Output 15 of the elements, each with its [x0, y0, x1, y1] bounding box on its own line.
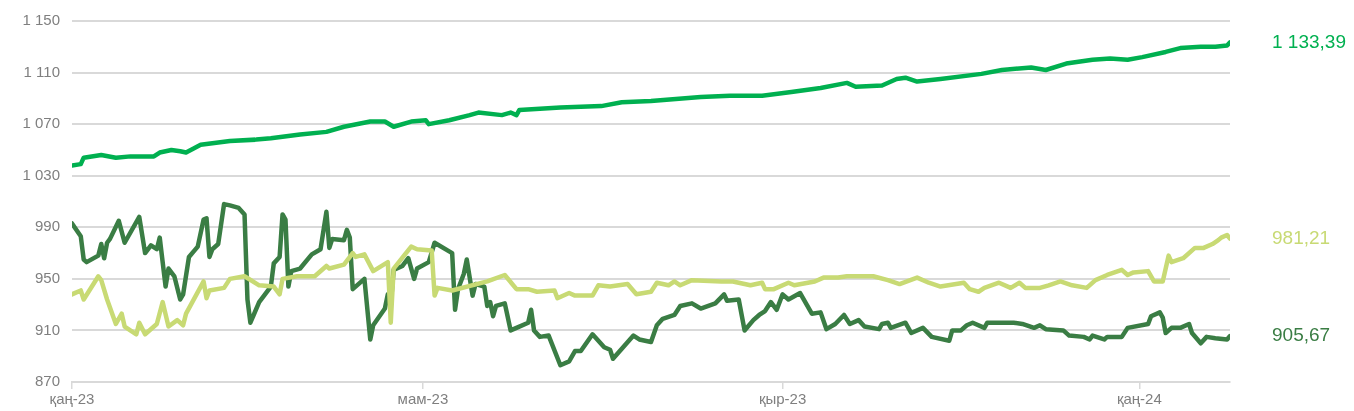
y-tick-label: 990 — [34, 217, 60, 235]
y-tick-label: 870 — [34, 372, 60, 390]
x-tick-label: қыр-23 — [758, 390, 807, 408]
y-tick-label: 1 110 — [23, 62, 60, 80]
y-tick-label: 1 070 — [22, 114, 60, 132]
annotation: 1 133,39 — [1272, 30, 1346, 52]
y-tick-label: 1 030 — [22, 165, 60, 183]
y-tick-label: 950 — [34, 269, 60, 286]
y-tick-label: 910 — [34, 320, 60, 338]
y-tick-label: 1 150 — [22, 11, 60, 29]
x-tick-label: мам-23 — [397, 390, 449, 408]
annotation: 981,21 — [1272, 226, 1331, 248]
annotation: 905,67 — [1272, 324, 1331, 346]
x-tick-label: қаң-24 — [1116, 390, 1162, 408]
x-tick-label: қаң-23 — [49, 390, 95, 408]
